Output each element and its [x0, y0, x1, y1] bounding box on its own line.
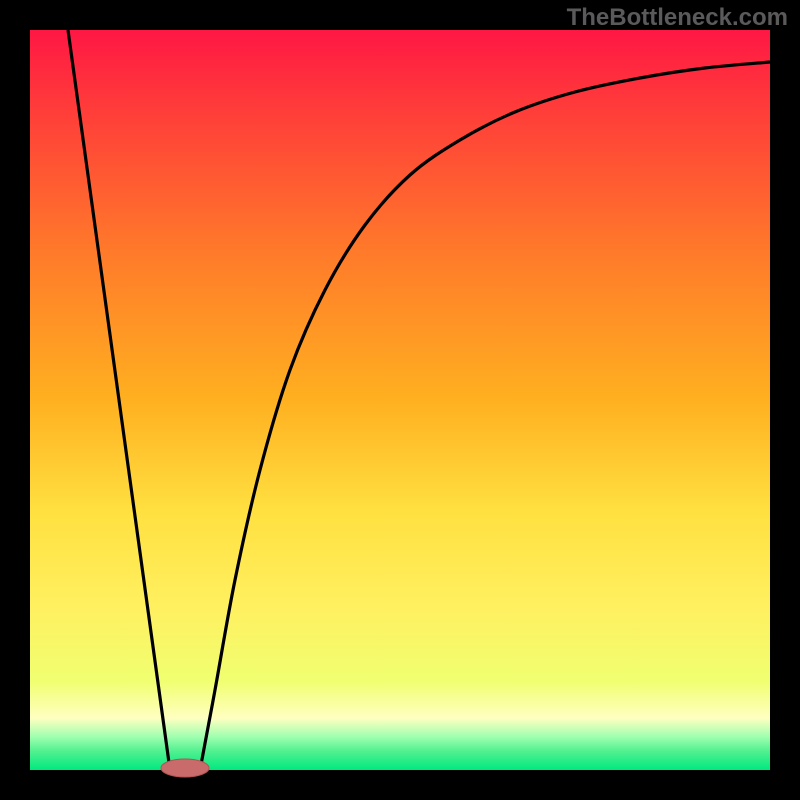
gradient-background — [30, 30, 770, 770]
watermark-text: TheBottleneck.com — [567, 4, 788, 32]
chart-container: TheBottleneck.com — [0, 0, 800, 800]
bottleneck-chart — [0, 0, 800, 800]
optimal-marker — [161, 759, 209, 777]
